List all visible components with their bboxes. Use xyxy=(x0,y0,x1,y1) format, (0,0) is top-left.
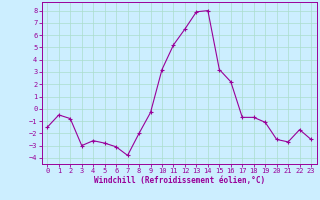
X-axis label: Windchill (Refroidissement éolien,°C): Windchill (Refroidissement éolien,°C) xyxy=(94,176,265,185)
